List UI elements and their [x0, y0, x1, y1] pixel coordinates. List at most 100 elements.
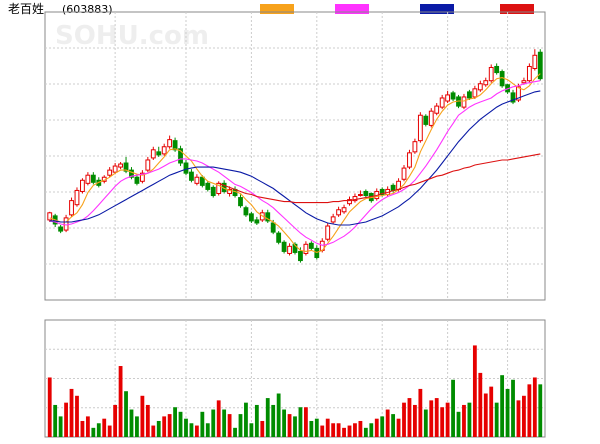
stock-code: (603883): [62, 3, 113, 16]
candle-body: [450, 92, 456, 100]
volume-bar: [467, 402, 472, 437]
candle-body: [439, 97, 445, 108]
volume-bar: [538, 384, 543, 437]
volume-bar: [287, 414, 292, 437]
volume-bar: [478, 372, 483, 437]
candle-body: [325, 225, 331, 240]
volume-bar: [303, 407, 308, 437]
candle-body: [423, 115, 429, 125]
candle-body: [118, 163, 123, 168]
volume-bar: [271, 404, 276, 437]
volume-bar: [423, 409, 428, 437]
volume-bar: [532, 377, 537, 437]
candle-body: [107, 169, 113, 176]
volume-bar: [102, 418, 107, 437]
volume-bar: [353, 423, 357, 437]
volume-bar: [75, 395, 79, 437]
volume-bar: [434, 398, 439, 437]
volume-bar: [85, 416, 90, 437]
volume-bar: [363, 427, 368, 437]
volume-bar: [107, 425, 112, 437]
candle-body: [510, 92, 516, 103]
candle-body: [205, 182, 211, 190]
volume-bar: [336, 423, 341, 437]
candle-body: [428, 110, 434, 126]
stock-name: 老百姓: [8, 2, 44, 16]
volume-bar: [96, 423, 101, 437]
volume-bar: [244, 402, 248, 437]
volume-bar: [413, 404, 417, 437]
candle-body: [276, 232, 282, 243]
volume-bar: [407, 398, 412, 437]
candle-body: [58, 226, 64, 232]
volume-bar: [200, 411, 205, 437]
candle-body: [434, 105, 440, 114]
candle-body: [292, 243, 298, 253]
volume-bar: [162, 416, 167, 437]
candle-body: [194, 176, 200, 184]
candle-body: [248, 213, 254, 222]
volume-bar: [184, 418, 188, 437]
watermark: SOHU.com: [55, 21, 209, 51]
volume-bar: [129, 409, 134, 437]
candle-body: [526, 65, 532, 82]
legend-swatch-ma20: [420, 4, 454, 14]
volume-bar: [309, 420, 314, 437]
volume-bar: [194, 425, 199, 437]
volume-bar: [211, 409, 216, 437]
ma-line-ma20: [49, 90, 541, 226]
candle-body: [537, 51, 543, 80]
volume-bar: [396, 418, 401, 437]
volume-bar: [222, 409, 227, 437]
candle-body: [150, 149, 156, 159]
candle-body: [298, 250, 303, 262]
volume-bar: [64, 402, 68, 437]
volume-bar: [462, 404, 466, 437]
volume-bar: [227, 414, 232, 437]
volume-bar: [265, 398, 270, 437]
volume-bar: [69, 388, 74, 437]
volume-bar: [58, 416, 63, 437]
volume-bar: [124, 391, 128, 437]
candle-body: [199, 176, 205, 186]
candle-body: [145, 159, 151, 171]
candle-body: [379, 188, 385, 196]
volume-bar: [380, 416, 385, 437]
volume-bar: [385, 409, 390, 437]
volume-bar: [276, 393, 281, 437]
candle-body: [532, 54, 538, 70]
candle-body: [178, 148, 183, 164]
volume-bar: [511, 379, 515, 437]
price-panel: [44, 11, 546, 301]
candle-body: [210, 186, 216, 197]
candle-body: [472, 88, 478, 98]
volume-bar: [500, 375, 505, 437]
ma-line-ma10: [49, 80, 541, 246]
volume-bar: [178, 411, 183, 437]
volume-bar: [391, 414, 396, 437]
volume-bar: [156, 420, 161, 437]
candle-body: [341, 207, 347, 213]
volume-bar: [47, 377, 52, 437]
volume-bar: [151, 425, 156, 437]
volume-bar: [347, 425, 352, 437]
volume-bar: [145, 404, 150, 437]
candle-body: [417, 114, 423, 142]
candle-body: [69, 200, 74, 216]
chart-header: 老百姓 (603883): [8, 2, 113, 16]
candle-body: [483, 80, 489, 86]
volume-bar: [233, 427, 237, 437]
ma-line-ma60: [218, 153, 541, 204]
ma-line-ma5: [49, 73, 541, 253]
volume-bar: [522, 395, 526, 437]
legend: [260, 4, 534, 14]
candle-body: [63, 217, 69, 231]
candle-body: [265, 212, 271, 222]
candle-body: [129, 169, 134, 178]
candle-body: [281, 241, 287, 252]
volume-panel: [44, 319, 546, 438]
volume-bar: [445, 402, 450, 437]
candle-body: [156, 151, 162, 156]
candle-body: [112, 165, 118, 173]
